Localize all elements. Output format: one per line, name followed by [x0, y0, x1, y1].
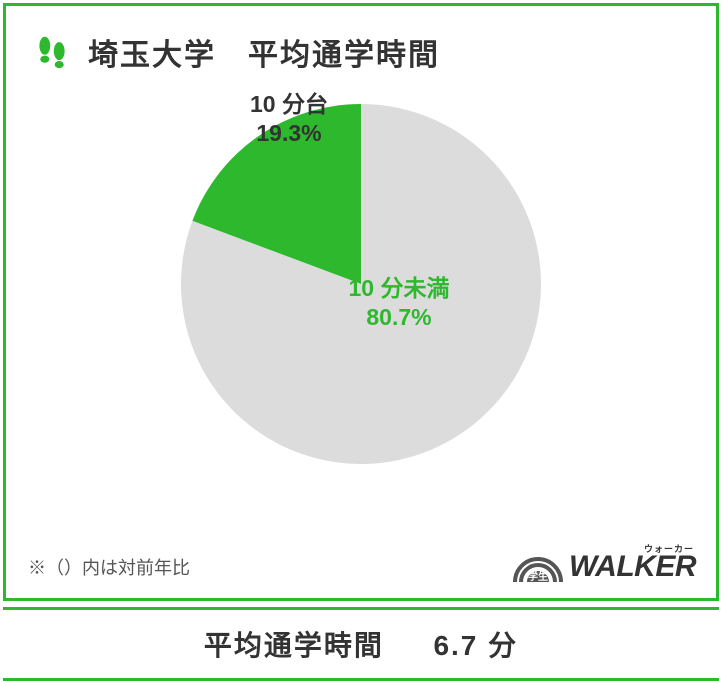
summary-bar: 平均通学時間 6.7 分: [3, 607, 719, 681]
logo-wordmark: WALKER ウォーカー: [569, 550, 696, 584]
logo-arc-badge: 学生: [509, 542, 567, 584]
page-root: 埼玉大学 平均通学時間 10 分台19.3%10 分未満80.7% ※（）内は対…: [0, 3, 722, 679]
summary-value: 6.7 分: [433, 630, 518, 661]
logo-badge-text: 学生: [528, 570, 548, 583]
pie-slice-label: 10 分台19.3%: [250, 90, 328, 148]
footsteps-icon: [34, 34, 70, 70]
logo-ruby: ウォーカー: [644, 542, 694, 555]
pie-chart-area: 10 分台19.3%10 分未満80.7%: [6, 104, 716, 464]
summary-text: 平均通学時間 6.7 分: [3, 624, 719, 664]
pie-slice-label: 10 分未満80.7%: [349, 274, 450, 332]
page-title: 埼玉大学 平均通学時間: [88, 30, 440, 74]
pie-chart: 10 分台19.3%10 分未満80.7%: [181, 104, 541, 464]
footnote-text: ※（）内は対前年比: [28, 554, 190, 580]
summary-label: 平均通学時間: [204, 630, 384, 661]
main-panel: 埼玉大学 平均通学時間 10 分台19.3%10 分未満80.7% ※（）内は対…: [3, 3, 719, 601]
header: 埼玉大学 平均通学時間: [6, 6, 716, 84]
brand-logo: 学生 WALKER ウォーカー: [509, 542, 696, 584]
